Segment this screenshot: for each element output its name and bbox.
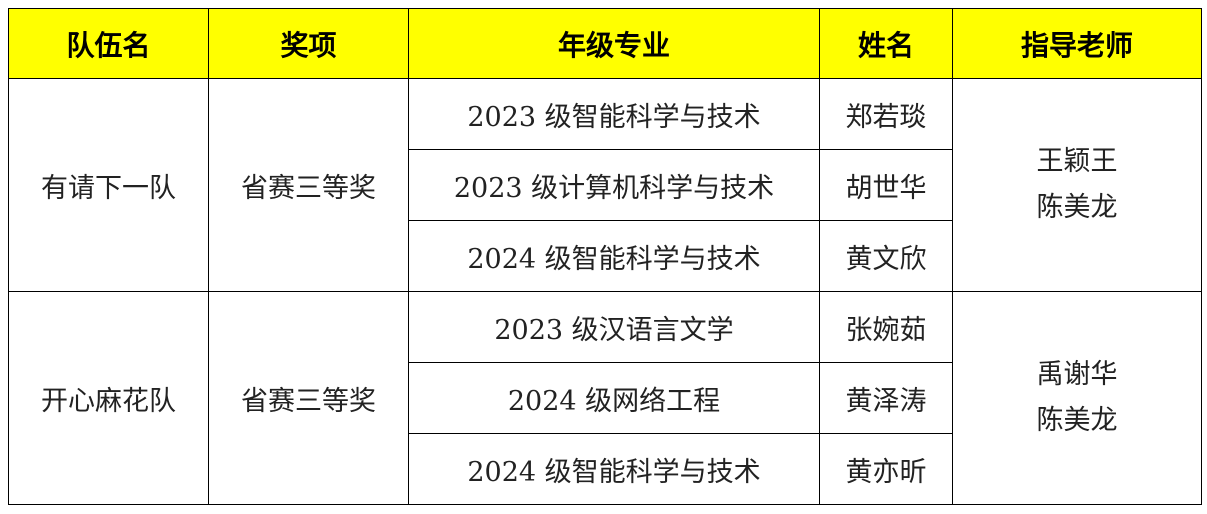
header-advisor: 指导老师 bbox=[952, 8, 1202, 79]
advisor-name: 王颖王 bbox=[1036, 146, 1118, 177]
award-cell: 省赛三等奖 bbox=[208, 291, 409, 505]
major-cell: 2023 级智能科学与技术 bbox=[408, 78, 820, 150]
major-cell: 2024 级网络工程 bbox=[408, 362, 820, 434]
member-name-cell: 胡世华 bbox=[819, 149, 953, 221]
advisor-cell: 禹谢华 陈美龙 bbox=[952, 291, 1202, 505]
advisor-cell: 王颖王 陈美龙 bbox=[952, 78, 1202, 292]
table-row: 2023 级计算机科学与技术 胡世华 bbox=[9, 149, 1202, 221]
member-name-cell: 郑若琰 bbox=[819, 78, 953, 150]
major-cell: 2024 级智能科学与技术 bbox=[408, 433, 820, 505]
header-major: 年级专业 bbox=[408, 8, 820, 79]
major-cell: 2023 级计算机科学与技术 bbox=[408, 149, 820, 221]
major-cell: 2024 级智能科学与技术 bbox=[408, 220, 820, 292]
member-name-cell: 黄亦昕 bbox=[819, 433, 953, 505]
member-name-cell: 张婉茹 bbox=[819, 291, 953, 363]
team-name-cell: 开心麻花队 bbox=[8, 291, 209, 505]
table-row: 有请下一队 省赛三等奖 2023 级智能科学与技术 郑若琰 王颖王 陈美龙 bbox=[8, 78, 1202, 292]
member-name-cell: 黄文欣 bbox=[819, 220, 953, 292]
award-table: 队伍名 奖项 年级专业 姓名 指导老师 有请下一队 省赛三等奖 2023 级智能… bbox=[8, 8, 1202, 505]
header-row: 队伍名 奖项 年级专业 姓名 指导老师 bbox=[8, 8, 1202, 79]
header-award: 奖项 bbox=[208, 8, 409, 79]
table-row: 2024 级智能科学与技术 黄亦昕 bbox=[9, 433, 1202, 505]
table-row: 开心麻花队 省赛三等奖 2023 级汉语言文学 张婉茹 禹谢华 陈美龙 bbox=[8, 291, 1202, 505]
member-name-cell: 黄泽涛 bbox=[819, 362, 953, 434]
award-cell: 省赛三等奖 bbox=[208, 78, 409, 292]
advisor-name: 陈美龙 bbox=[1036, 192, 1118, 223]
header-team-name: 队伍名 bbox=[8, 8, 209, 79]
advisor-name: 陈美龙 bbox=[1036, 405, 1118, 436]
major-cell: 2023 级汉语言文学 bbox=[408, 291, 820, 363]
header-name: 姓名 bbox=[819, 8, 953, 79]
team-name-cell: 有请下一队 bbox=[8, 78, 209, 292]
advisor-name: 禹谢华 bbox=[1036, 359, 1118, 390]
